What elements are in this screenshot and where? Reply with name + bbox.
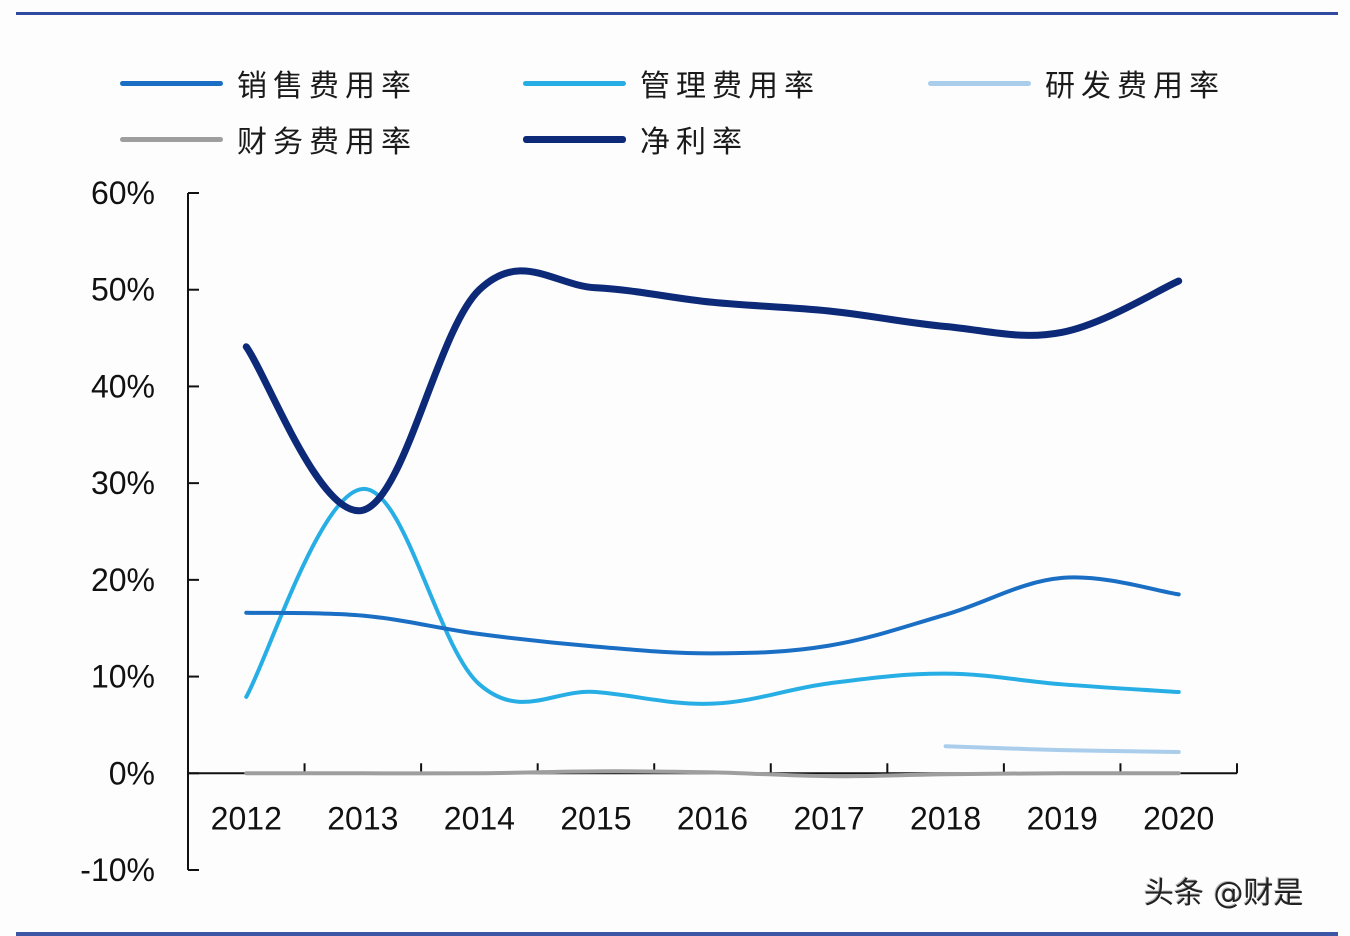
x-tick-label: 2016 xyxy=(677,800,748,836)
series-line xyxy=(943,744,1181,755)
x-tick-label: 2020 xyxy=(1143,800,1214,836)
top-border xyxy=(16,12,1338,15)
legend-label: 净利率 xyxy=(640,125,748,160)
series-line xyxy=(242,267,1183,514)
series-lines xyxy=(242,267,1183,779)
legend-label: 研发费用率 xyxy=(1045,69,1225,104)
x-tick-label: 2018 xyxy=(910,800,981,836)
legend-item-rd-expense: 研发费用率 xyxy=(928,63,1225,104)
x-tick-label: 2013 xyxy=(327,800,398,836)
legend-swatch xyxy=(120,136,223,142)
legend-item-net-margin: 净利率 xyxy=(523,119,748,160)
legend-item-admin-expense: 管理费用率 xyxy=(523,63,820,104)
series-line xyxy=(244,486,1181,706)
legend-label: 财务费用率 xyxy=(237,125,417,160)
y-tick-label: 30% xyxy=(91,465,155,501)
bottom-border xyxy=(16,932,1338,936)
y-tick-label: 20% xyxy=(91,562,155,598)
y-tick-label: -10% xyxy=(80,852,155,888)
chart-legend: 销售费用率 管理费用率 研发费用率 财务费用率 净利率 xyxy=(0,0,1350,170)
legend-swatch xyxy=(928,80,1031,86)
legend-item-finance-expense: 财务费用率 xyxy=(120,119,417,160)
x-tick-label: 2015 xyxy=(560,800,631,836)
legend-label: 管理费用率 xyxy=(640,69,820,104)
y-tick-label: 0% xyxy=(109,755,155,791)
x-tick-label: 2019 xyxy=(1027,800,1098,836)
legend-swatch xyxy=(523,80,626,86)
series-line xyxy=(244,575,1181,656)
legend-label: 销售费用率 xyxy=(237,69,417,104)
y-tick-label: 10% xyxy=(91,659,155,695)
x-tick-label: 2012 xyxy=(211,800,282,836)
legend-swatch xyxy=(523,135,626,143)
y-axis: 60% 50% 40% 30% 20% 10% 0% -10% xyxy=(80,175,199,888)
y-tick-label: 40% xyxy=(91,368,155,404)
watermark: 头条 @财是 xyxy=(1144,876,1304,911)
x-tick-label: 2014 xyxy=(444,800,515,836)
y-tick-label: 60% xyxy=(91,175,155,211)
x-tick-label: 2017 xyxy=(793,800,864,836)
legend-swatch xyxy=(120,80,223,86)
legend-item-sales-expense: 销售费用率 xyxy=(120,63,417,104)
series-line xyxy=(244,769,1181,779)
y-tick-label: 50% xyxy=(91,272,155,308)
